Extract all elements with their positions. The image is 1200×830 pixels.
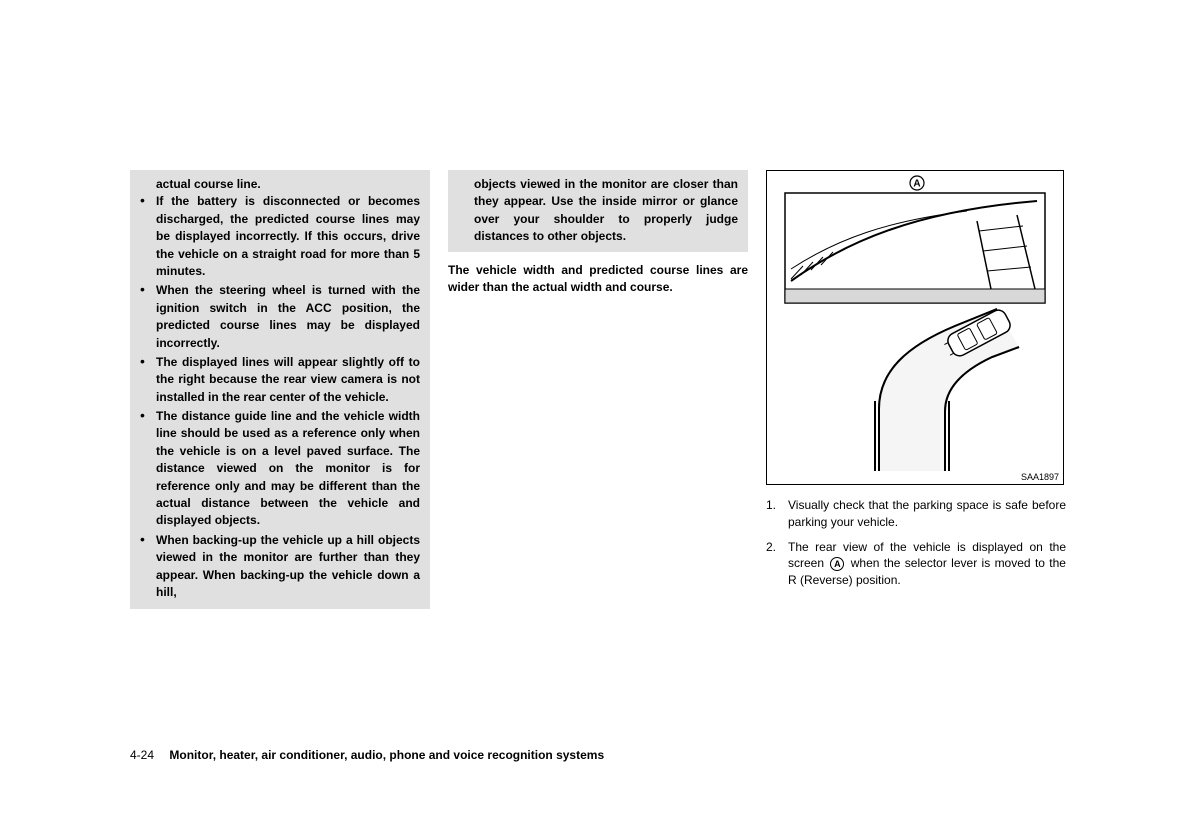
parking-diagram-svg: A — [767, 171, 1063, 484]
page-footer: 4-24 Monitor, heater, air conditioner, a… — [130, 748, 604, 762]
step-text: Visually check that the parking space is… — [788, 498, 1066, 529]
label-a-icon: A — [830, 557, 844, 571]
list-item: 2. The rear view of the vehicle is displ… — [766, 539, 1066, 589]
figure-code: SAA1897 — [1021, 472, 1059, 482]
column-1: actual course line. If the battery is di… — [130, 170, 430, 740]
continued-text: actual course line. — [140, 176, 420, 193]
section-title: Monitor, heater, air conditioner, audio,… — [169, 748, 604, 762]
numbered-list: 1. Visually check that the parking space… — [766, 497, 1066, 589]
caution-box-middle: objects viewed in the monitor are closer… — [448, 170, 748, 252]
bullet-list: If the battery is disconnected or become… — [140, 193, 420, 601]
manual-page: actual course line. If the battery is di… — [130, 170, 1070, 740]
page-number: 4-24 — [130, 748, 154, 762]
bullet-text: When backing-up the vehicle up a hill ob… — [156, 532, 420, 602]
bullet-text: The displayed lines will appear slightly… — [156, 354, 420, 406]
continued-text: objects viewed in the monitor are closer… — [458, 176, 738, 246]
list-item: When the steering wheel is turned with t… — [140, 282, 420, 352]
list-item: If the battery is disconnected or become… — [140, 193, 420, 280]
list-item: 1. Visually check that the parking space… — [766, 497, 1066, 531]
bullet-text: When the steering wheel is turned with t… — [156, 282, 420, 352]
list-item: The displayed lines will appear slightly… — [140, 354, 420, 406]
list-item: When backing-up the vehicle up a hill ob… — [140, 532, 420, 602]
bullet-text: If the battery is disconnected or become… — [156, 193, 420, 280]
list-item: The distance guide line and the vehicle … — [140, 408, 420, 530]
list-number: 2. — [766, 539, 776, 556]
list-number: 1. — [766, 497, 776, 514]
column-2: objects viewed in the monitor are closer… — [448, 170, 748, 740]
bullet-text: The distance guide line and the vehicle … — [156, 408, 420, 530]
svg-text:A: A — [913, 179, 920, 190]
caution-box-left: actual course line. If the battery is di… — [130, 170, 430, 609]
body-paragraph: The vehicle width and predicted course l… — [448, 262, 748, 297]
figure-diagram: A — [766, 170, 1064, 485]
column-3: A — [766, 170, 1066, 740]
